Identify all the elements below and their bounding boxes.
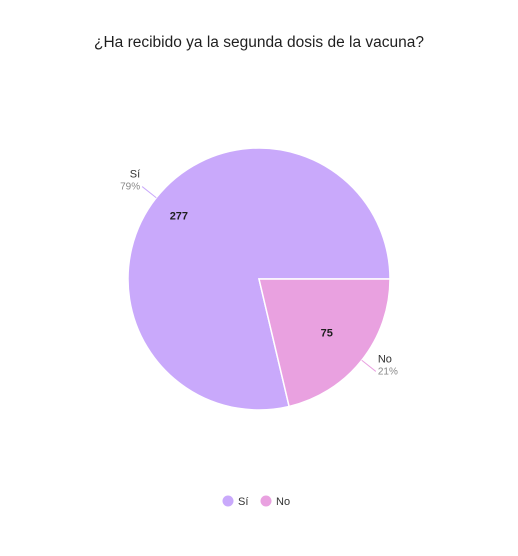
legend-label-si: Sí — [238, 496, 248, 508]
pie-slice-si[interactable] — [127, 147, 391, 411]
leader-line-no — [361, 359, 377, 372]
leader-line-si — [141, 186, 157, 199]
chart-title: ¿Ha recibido ya la segunda dosis de la v… — [94, 34, 424, 51]
slice-category-si: Sí — [130, 169, 140, 181]
slice-value-no: 75 — [321, 328, 333, 340]
chart-legend[interactable]: Sí No — [222, 495, 291, 509]
legend-item-no[interactable]: No — [260, 495, 291, 509]
legend-swatch-no — [260, 495, 272, 507]
slice-percent-no: 21% — [378, 366, 398, 377]
slice-percent-si: 79% — [120, 182, 140, 193]
slice-category-no: No — [378, 353, 392, 365]
legend-label-no: No — [276, 496, 290, 508]
slice-value-si: 277 — [170, 211, 188, 223]
legend-swatch-si — [222, 495, 234, 507]
pie-slices — [127, 147, 391, 411]
pie-slice-no[interactable] — [258, 278, 391, 408]
legend-item-si[interactable]: Sí — [222, 495, 249, 509]
